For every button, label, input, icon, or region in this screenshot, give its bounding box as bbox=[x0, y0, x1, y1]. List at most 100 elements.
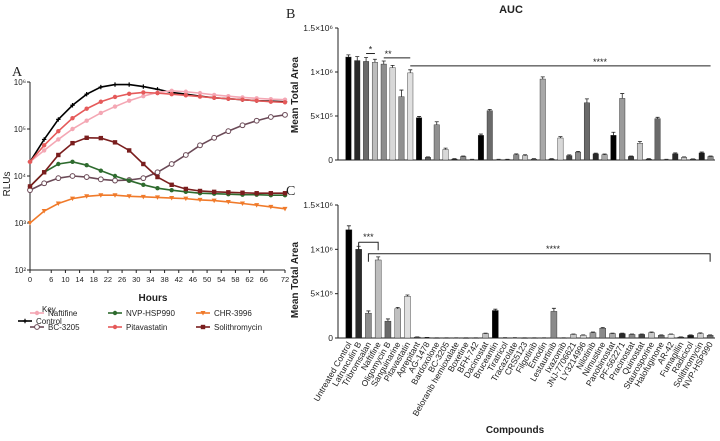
bar bbox=[539, 78, 546, 161]
data-point bbox=[211, 198, 217, 204]
error-bar bbox=[434, 121, 439, 125]
data-point bbox=[183, 93, 189, 98]
data-point bbox=[211, 189, 217, 195]
data-point bbox=[267, 114, 274, 120]
data-point bbox=[268, 191, 274, 196]
bar bbox=[407, 72, 414, 161]
data-point bbox=[56, 117, 61, 122]
sig-marker: **** bbox=[593, 57, 608, 67]
bar bbox=[583, 102, 590, 161]
data-point bbox=[98, 84, 104, 90]
data-point bbox=[268, 99, 274, 104]
panel-a-x-tick-label: 50 bbox=[203, 275, 211, 284]
bar bbox=[550, 311, 558, 339]
series-line bbox=[29, 136, 285, 195]
bar bbox=[667, 334, 675, 339]
data-point bbox=[126, 82, 132, 87]
data-point bbox=[34, 310, 40, 316]
bar bbox=[416, 117, 423, 161]
error-bar bbox=[478, 133, 483, 136]
data-point bbox=[112, 324, 118, 330]
data-point bbox=[254, 203, 260, 208]
data-point bbox=[84, 162, 89, 168]
data-point bbox=[55, 201, 61, 206]
error-bar bbox=[590, 331, 595, 333]
data-point bbox=[70, 196, 75, 202]
error-bar bbox=[346, 54, 351, 58]
data-point bbox=[169, 92, 174, 97]
data-point bbox=[126, 91, 132, 97]
y-tick-label: 1.5×10⁶ bbox=[303, 200, 333, 210]
panel-b-ylabel: Mean Total Area bbox=[290, 57, 301, 134]
legend-label: NVP-HSP990 bbox=[126, 309, 175, 318]
data-point bbox=[141, 182, 146, 187]
data-point bbox=[98, 193, 104, 198]
panel-b-title: AUC bbox=[499, 4, 523, 16]
panel-b-label: B bbox=[286, 7, 295, 22]
data-point bbox=[155, 174, 160, 180]
data-point bbox=[268, 204, 274, 210]
bar bbox=[513, 154, 520, 161]
panel-a-y-tick-label: 10⁶ bbox=[14, 78, 26, 87]
y-tick-label: 1.5×10⁶ bbox=[303, 23, 333, 33]
bar bbox=[492, 310, 499, 339]
y-tick-label: 0 bbox=[328, 333, 333, 343]
data-point bbox=[41, 148, 47, 153]
y-tick-label: 0 bbox=[328, 155, 333, 165]
bar bbox=[681, 157, 688, 161]
panel-a-y-tick-label: 10² bbox=[14, 266, 26, 275]
data-point bbox=[169, 196, 175, 201]
data-point bbox=[254, 98, 259, 103]
bar bbox=[619, 98, 626, 161]
bar bbox=[371, 62, 378, 161]
data-point bbox=[97, 176, 104, 183]
error-bar bbox=[381, 60, 386, 65]
bar bbox=[601, 154, 608, 161]
legend-label: Pitavastatin bbox=[126, 323, 167, 332]
panel-c-ylabel: Mean Total Area bbox=[290, 242, 301, 319]
bar bbox=[460, 156, 467, 161]
bar bbox=[548, 158, 555, 161]
data-point bbox=[211, 134, 218, 141]
error-bar bbox=[372, 58, 377, 63]
legend-item: Naftifine bbox=[30, 309, 78, 318]
error-bar bbox=[366, 310, 371, 314]
bar bbox=[654, 118, 661, 161]
data-point bbox=[282, 191, 288, 196]
data-point bbox=[200, 311, 206, 316]
sig-marker: *** bbox=[363, 232, 374, 242]
sig-marker: **** bbox=[546, 244, 561, 254]
data-point bbox=[141, 84, 146, 89]
data-point bbox=[70, 115, 75, 121]
sig-marker: * bbox=[369, 45, 373, 55]
data-point bbox=[225, 199, 231, 205]
bar bbox=[645, 158, 652, 161]
legend-item: Pitavastatin bbox=[108, 323, 167, 332]
bar bbox=[433, 124, 440, 161]
panel-a-plot: 10² 10³ 10⁴ 10⁵ 10⁶ 0 6 10 14 18 22 26 30 34 38 42 46 50 5… bbox=[14, 78, 290, 284]
bar bbox=[345, 56, 352, 161]
bar bbox=[404, 296, 411, 339]
series-line bbox=[29, 91, 286, 163]
legend-item: Solithromycin bbox=[196, 323, 262, 332]
data-point bbox=[84, 194, 90, 199]
error-bar bbox=[558, 136, 563, 138]
panel-a-y-tick-label: 10³ bbox=[14, 219, 26, 228]
error-bar bbox=[600, 327, 605, 329]
data-point bbox=[112, 82, 118, 87]
data-point bbox=[183, 89, 189, 94]
bar bbox=[609, 333, 616, 339]
bar bbox=[648, 332, 655, 339]
data-point bbox=[27, 184, 33, 189]
data-point bbox=[226, 96, 231, 101]
data-point bbox=[56, 128, 61, 134]
bar bbox=[384, 320, 392, 339]
error-bar bbox=[364, 57, 369, 62]
sig-bracket bbox=[358, 241, 379, 251]
error-bar bbox=[593, 152, 598, 154]
data-point bbox=[70, 126, 75, 132]
data-point bbox=[200, 324, 206, 330]
